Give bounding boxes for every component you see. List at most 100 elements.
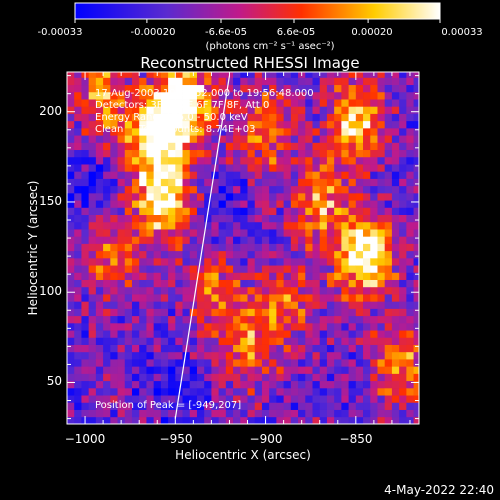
heatmap-cell <box>81 192 90 201</box>
heatmap-cell <box>233 337 241 345</box>
heatmap-cell <box>189 221 198 230</box>
heatmap-cell <box>247 315 256 324</box>
y-tick-label: 150 <box>39 194 62 208</box>
heatmap-cell <box>406 395 414 403</box>
heatmap-cell <box>406 265 414 273</box>
heatmap-cell <box>175 113 183 122</box>
heatmap-cell <box>189 164 198 172</box>
heatmap-cell <box>103 243 111 252</box>
heatmap-cell <box>370 243 378 252</box>
heatmap-cell <box>146 380 155 389</box>
heatmap-cell <box>67 156 75 165</box>
heatmap-cell <box>204 380 212 389</box>
heatmap-cell <box>276 416 285 424</box>
heatmap-cell <box>153 257 162 266</box>
heatmap-cell <box>211 286 220 295</box>
heatmap-cell <box>131 120 140 129</box>
heatmap-cell <box>319 315 328 324</box>
heatmap-cell <box>117 171 126 179</box>
heatmap-cell <box>88 178 97 187</box>
heatmap-cell <box>298 294 306 302</box>
heatmap-cell <box>319 330 328 338</box>
heatmap-cell <box>391 257 400 266</box>
heatmap-cell <box>298 250 306 259</box>
heatmap-cell <box>146 178 155 187</box>
heatmap-cell <box>305 337 313 345</box>
heatmap-cell <box>240 221 248 230</box>
heatmap-cell <box>88 395 97 403</box>
heatmap-cell <box>74 106 82 114</box>
heatmap-cell <box>413 380 419 389</box>
heatmap-cell <box>233 272 241 280</box>
heatmap-cell <box>175 373 183 382</box>
heatmap-cell <box>261 279 270 288</box>
heatmap-cell <box>377 373 386 382</box>
heatmap-cell <box>168 156 176 165</box>
heatmap-cell <box>341 322 349 331</box>
heatmap-cell <box>233 366 241 374</box>
heatmap-cell <box>146 171 155 179</box>
heatmap-cell <box>283 192 292 201</box>
heatmap-cell <box>139 409 147 418</box>
heatmap-cell <box>391 77 400 86</box>
heatmap-cell <box>88 366 97 374</box>
heatmap-cell <box>168 330 176 338</box>
heatmap-cell <box>305 380 313 389</box>
heatmap-cell <box>81 171 90 179</box>
heatmap-cell <box>139 279 147 288</box>
heatmap-cell <box>406 344 414 353</box>
heatmap-cell <box>261 409 270 418</box>
heatmap-cell <box>81 106 90 114</box>
heatmap-cell <box>153 286 162 295</box>
heatmap-cell <box>326 250 335 259</box>
heatmap-cell <box>175 149 183 158</box>
heatmap-cell <box>233 214 241 223</box>
heatmap-cell <box>355 164 364 172</box>
heatmap-cell <box>218 156 227 165</box>
heatmap-cell <box>334 135 342 143</box>
heatmap-cell <box>261 200 270 208</box>
heatmap-cell <box>124 250 133 259</box>
heatmap-cell <box>225 402 234 410</box>
heatmap-cell <box>103 106 111 114</box>
heatmap-cell <box>326 265 335 273</box>
heatmap-cell <box>290 373 299 382</box>
heatmap-cell <box>384 113 393 122</box>
heatmap-cell <box>276 322 285 331</box>
heatmap-cell <box>370 359 378 367</box>
colorbar-tick-label: -0.00033 <box>38 27 83 38</box>
heatmap-cell <box>153 330 162 338</box>
heatmap-cell <box>305 178 313 187</box>
heatmap-cell <box>384 301 393 309</box>
heatmap-cell <box>269 229 277 237</box>
heatmap-cell <box>399 301 407 309</box>
heatmap-cell <box>95 156 104 165</box>
heatmap-cell <box>355 272 364 280</box>
heatmap-cell <box>298 229 306 237</box>
heatmap-cell <box>298 243 306 252</box>
heatmap-cell <box>211 156 220 165</box>
heatmap-cell <box>196 236 205 244</box>
heatmap-cell <box>341 99 349 107</box>
heatmap-cell <box>399 359 407 367</box>
heatmap-cell <box>211 344 220 353</box>
heatmap-cell <box>74 337 82 345</box>
heatmap-cell <box>67 257 75 266</box>
heatmap-cell <box>363 373 371 382</box>
heatmap-cell <box>377 135 386 143</box>
heatmap-cell <box>131 72 140 78</box>
heatmap-cell <box>341 330 349 338</box>
heatmap-cell <box>211 149 220 158</box>
heatmap-cell <box>370 135 378 143</box>
heatmap-cell <box>218 351 227 360</box>
heatmap-cell <box>88 330 97 338</box>
heatmap-cell <box>211 265 220 273</box>
heatmap-cell <box>413 236 419 244</box>
heatmap-cell <box>139 322 147 331</box>
heatmap-cell <box>103 279 111 288</box>
heatmap-cell <box>377 142 386 151</box>
heatmap-cell <box>261 149 270 158</box>
heatmap-cell <box>225 214 234 223</box>
heatmap-cell <box>413 330 419 338</box>
heatmap-cell <box>146 106 155 114</box>
